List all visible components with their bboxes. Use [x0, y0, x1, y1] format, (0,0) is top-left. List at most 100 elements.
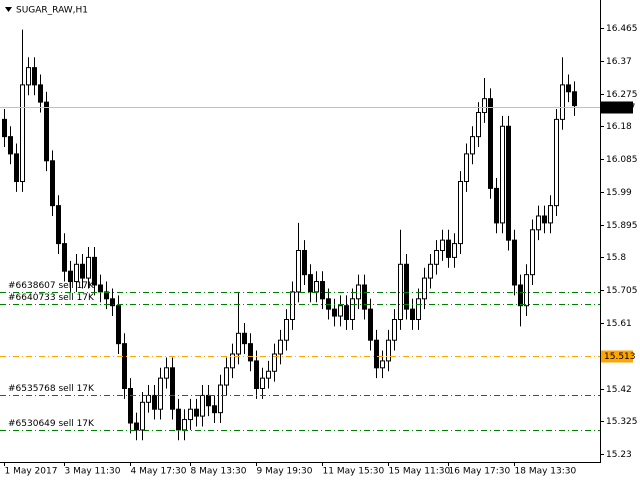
y-tick-label: 16.275 [606, 90, 638, 100]
candle-body [398, 263, 403, 321]
candle-body [194, 408, 199, 417]
alert-price-label: 15.513 [604, 352, 636, 362]
candle-body [44, 101, 49, 162]
candle-body [38, 84, 43, 103]
candle-body [122, 343, 127, 390]
candle-body [272, 353, 277, 372]
candle-body [380, 360, 385, 369]
candle-body [332, 308, 337, 317]
candle-body [86, 256, 91, 279]
candle-body [20, 84, 25, 182]
x-tick-label: 18 May 13:30 [515, 467, 577, 477]
order-label: #6530649 sell 17K [8, 419, 95, 429]
candle-body [320, 281, 325, 300]
order-label: #6638607 sell 17K [8, 281, 95, 291]
candle-body [56, 205, 61, 245]
candle-body [392, 319, 397, 341]
candle-body [422, 277, 427, 300]
y-tick-label: 16.37 [606, 57, 632, 67]
candle-body [464, 153, 469, 182]
candle-body [374, 339, 379, 369]
candle-body [290, 291, 295, 321]
menu-triangle[interactable] [5, 7, 12, 12]
candle-body [116, 305, 121, 345]
candle-body [530, 229, 535, 276]
candle-body [128, 388, 133, 424]
candle-body [146, 394, 151, 403]
candle-body [224, 367, 229, 386]
candle-body [254, 360, 259, 390]
candle-body [554, 118, 559, 207]
candle-body [512, 239, 517, 286]
candle-body [134, 422, 139, 431]
y-tick-label: 16.18 [606, 122, 632, 132]
y-tick-label: 16.465 [606, 24, 638, 34]
candle-body [206, 394, 211, 407]
candle-body [482, 98, 487, 113]
candle-body [356, 284, 361, 300]
candle-body [500, 125, 505, 224]
candle-body [80, 263, 85, 279]
candle-body [266, 370, 271, 379]
candle-body [470, 136, 475, 155]
y-tick-label: 15.325 [606, 417, 638, 427]
candle-body [140, 401, 145, 431]
candle-body [560, 84, 565, 120]
candle-body [476, 111, 481, 138]
candle-body [248, 343, 253, 362]
candle-body [278, 339, 283, 355]
symbol-title: SUGAR_RAW,H1 [16, 6, 88, 16]
y-tick-label: 15.705 [606, 286, 638, 296]
y-tick-label: 15.61 [606, 319, 632, 329]
candle-body [302, 249, 307, 276]
candle-body [110, 298, 115, 307]
candle-body [50, 160, 55, 207]
candle-body [158, 377, 163, 410]
y-tick-label: 15.23 [606, 450, 632, 460]
candle-body [362, 284, 367, 310]
candle-body [386, 339, 391, 362]
candle-body [524, 274, 529, 307]
candle-body [326, 298, 331, 310]
candle-body [566, 84, 571, 93]
order-label: #6640733 sell 17K [8, 293, 95, 303]
current-price-label: 16.237 [604, 103, 636, 113]
candle-body [428, 263, 433, 279]
x-tick-label: 11 May 15:30 [323, 467, 385, 477]
candle-body [452, 243, 457, 258]
candle-body [188, 408, 193, 421]
candle-body [344, 305, 349, 321]
candle-body [314, 281, 319, 293]
candle-body [62, 243, 67, 272]
candle-body [104, 291, 109, 300]
y-tick-label: 15.42 [606, 385, 632, 395]
candle-body [446, 239, 451, 258]
candle-body [2, 118, 7, 138]
current-price-box [601, 101, 633, 114]
x-tick-label: 8 May 13:30 [191, 467, 247, 477]
candle-body [284, 319, 289, 341]
candle-body [506, 125, 511, 241]
y-tick-label: 16.085 [606, 155, 638, 165]
candle-body [296, 249, 301, 293]
x-tick-label: 3 May 11:30 [65, 467, 121, 477]
x-tick-label: 16 May 17:30 [449, 467, 511, 477]
candle-body [218, 384, 223, 414]
candle-body [152, 394, 157, 410]
x-tick-label: 15 May 11:30 [389, 467, 451, 477]
candle-body [68, 270, 73, 283]
candle-body [92, 256, 97, 286]
candle-body [548, 205, 553, 224]
candle-body [536, 215, 541, 231]
candle-body [416, 298, 421, 321]
candle-body [350, 298, 355, 321]
candle-body [410, 308, 415, 321]
candle-body [260, 377, 265, 390]
candle-body [32, 67, 37, 86]
candle-body [242, 332, 247, 345]
candle-body [176, 408, 181, 431]
x-tick-label: 9 May 19:30 [257, 467, 313, 477]
x-tick-label: 1 May 2017 [5, 467, 58, 477]
y-tick-label: 15.8 [606, 253, 626, 263]
